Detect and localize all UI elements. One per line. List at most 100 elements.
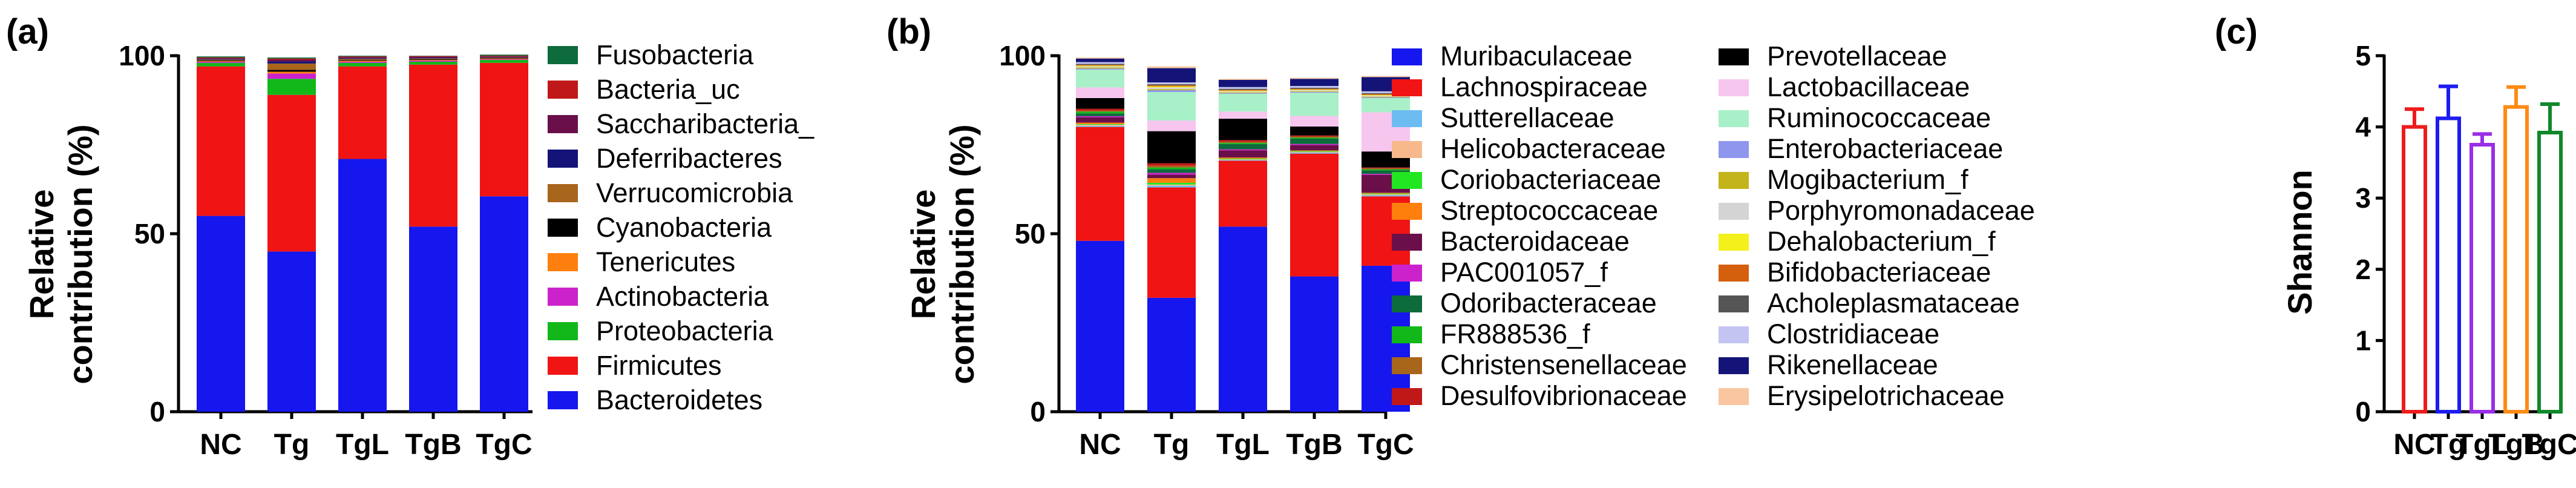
legend-label: Porphyromonadaceae	[1767, 195, 2035, 226]
bar-segment	[409, 59, 457, 61]
bar-segment	[338, 57, 387, 59]
bar-segment	[1076, 124, 1124, 125]
legend-label: Verrucomicrobia	[596, 177, 793, 208]
bar-segment	[1290, 145, 1339, 151]
legend-swatch	[1392, 79, 1422, 96]
legend-swatch	[1392, 295, 1422, 312]
panel-a-label: (a)	[6, 12, 49, 51]
legend-swatch	[1719, 326, 1749, 343]
bar-segment	[1076, 58, 1124, 62]
x-category-label: NC	[2393, 429, 2435, 461]
bar-segment	[338, 60, 387, 61]
bar-segment	[1290, 127, 1339, 136]
bar-segment	[409, 61, 457, 62]
bar-segment	[1076, 110, 1124, 112]
bar-segment	[1076, 69, 1124, 88]
bar-segment	[197, 58, 245, 59]
panel-c-label: (c)	[2215, 12, 2258, 51]
bar-segment	[1290, 93, 1339, 116]
legend-label: Proteobacteria	[596, 315, 774, 346]
bar-segment	[1147, 185, 1196, 188]
legend-label: Odoribacteraceae	[1440, 288, 1657, 318]
panel-a-legend: Fusobacteria Bacteria_ucSaccharibacteria_…	[548, 39, 814, 415]
bar-segment	[1076, 65, 1124, 67]
x-category-label: TgB	[2488, 429, 2544, 461]
bar-segment	[1362, 97, 1410, 113]
panel-c-ylabel: Shannon	[2281, 170, 2319, 315]
bar-segment	[1219, 88, 1267, 90]
bar-segment	[480, 58, 528, 59]
bar-segment	[1290, 136, 1339, 138]
panel-b-ylabel-line2: contribution (%)	[943, 124, 981, 384]
legend-label: Mogibacterium_f	[1767, 164, 1968, 195]
legend-swatch	[1719, 79, 1749, 96]
bar-segment	[1219, 142, 1267, 143]
panel-b-axes: 0 50 100 NC Tg TgL TgB TgC	[999, 40, 1414, 461]
shannon-bar	[2469, 143, 2495, 414]
bar-segment	[1362, 194, 1410, 196]
bar-segment	[1147, 82, 1196, 85]
panel-b-stacked-bar-chart: (b) Relative contribution (%) 0 50 100 NC Tg…	[887, 12, 2035, 461]
legend-label: Helicobacteraceae	[1440, 133, 1666, 164]
bar-segment	[480, 60, 528, 63]
panel-a-ylabel-line2: contribution (%)	[61, 124, 99, 384]
bar-segment	[1290, 151, 1339, 152]
legend-swatch	[1719, 357, 1749, 374]
bar-segment	[1290, 85, 1339, 88]
legend-label: Clostridiaceae	[1767, 318, 1939, 349]
legend-swatch	[548, 288, 578, 306]
bar-segment	[1219, 226, 1267, 412]
bar-segment	[1076, 117, 1124, 123]
legend-swatch	[548, 219, 578, 237]
bar-segment	[197, 216, 245, 412]
legend-label: Enterobacteriaceae	[1767, 133, 2003, 164]
bar-segment	[1076, 125, 1124, 126]
bar-segment	[1219, 91, 1267, 93]
bar-segment	[1076, 127, 1124, 241]
bar-segment	[1076, 57, 1124, 59]
bar-segment	[1147, 178, 1196, 183]
legend-label: Ruminococcaceae	[1767, 102, 1991, 133]
legend-label: Bacteroidetes	[596, 384, 762, 415]
bar-segment	[1147, 187, 1196, 298]
bar-segment	[409, 64, 457, 227]
legend-label: Saccharibacteria_	[596, 108, 814, 139]
bar-segment	[1362, 91, 1410, 93]
legend-swatch	[1392, 326, 1422, 343]
bar-segment	[409, 56, 457, 57]
legend-swatch	[548, 391, 578, 409]
bar-segment	[1362, 168, 1410, 170]
bar-segment	[1362, 170, 1410, 174]
legend-swatch	[548, 184, 578, 202]
legend-swatch	[548, 150, 578, 168]
bar-segment	[1076, 108, 1124, 111]
bar-segment	[1219, 160, 1267, 227]
bar-segment	[197, 62, 245, 67]
bar-segment	[1076, 122, 1124, 124]
bar-segment	[1290, 91, 1339, 92]
bar-segment	[1219, 93, 1267, 94]
bar-segment	[1076, 64, 1124, 65]
bar-segment	[1219, 150, 1267, 158]
legend-swatch	[548, 322, 578, 340]
bar-segment	[267, 251, 316, 412]
bar-segment	[1219, 149, 1267, 151]
legend-label: Actinobacteria	[596, 281, 769, 312]
legend-label: Tenericutes	[596, 246, 735, 277]
legend-swatch	[1392, 265, 1422, 282]
legend-swatch	[548, 46, 578, 64]
legend-label: Christensenellaceae	[1440, 349, 1687, 380]
bar-segment	[1290, 91, 1339, 93]
bar-segment	[1290, 88, 1339, 90]
bar-segment	[1147, 167, 1196, 170]
bar-segment	[1147, 85, 1196, 87]
panel-b-ylabel-line1: Relative	[904, 190, 942, 320]
legend-label: Acholeplasmataceae	[1767, 288, 2020, 318]
bar-segment	[1147, 91, 1196, 121]
bar-segment	[267, 61, 316, 64]
bar-segment	[409, 226, 457, 412]
bar-segment	[1147, 66, 1196, 68]
bar-segment	[1147, 68, 1196, 83]
x-category-label: Tg	[1154, 429, 1190, 461]
